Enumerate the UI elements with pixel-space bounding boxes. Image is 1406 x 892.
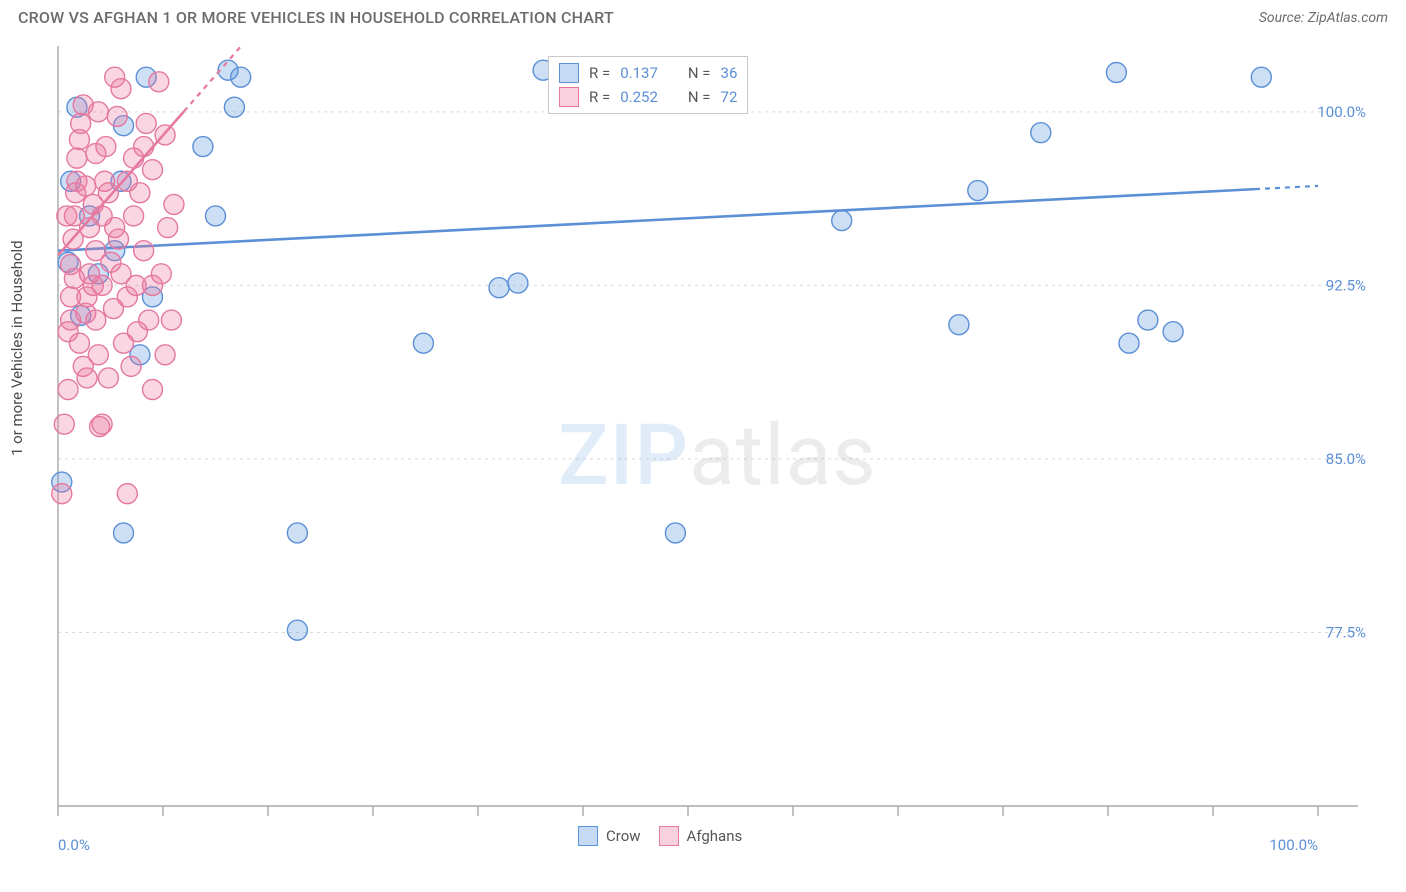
r-value: 0.252 [620,88,658,106]
svg-text:100.0%: 100.0% [1317,103,1366,121]
legend-item: Crow [578,826,641,846]
legend-label: Afghans [687,827,743,845]
legend-swatch [578,826,598,846]
n-label: N = [688,88,711,106]
correlation-stats-box: R = 0.137 N = 36 R = 0.252 N = 72 [548,56,748,114]
r-label: R = [589,64,610,82]
r-label: R = [589,88,610,106]
svg-text:77.5%: 77.5% [1326,623,1366,641]
source-attribution: Source: ZipAtlas.com [1259,10,1388,26]
svg-text:92.5%: 92.5% [1326,276,1366,294]
stat-row: R = 0.137 N = 36 [559,61,737,85]
legend-item: Afghans [659,826,743,846]
legend-swatch [559,87,579,107]
n-label: N = [688,64,711,82]
svg-text:0.0%: 0.0% [58,836,90,854]
n-value: 36 [721,64,738,82]
legend-label: Crow [606,827,641,845]
legend: Crow Afghans [578,826,742,846]
stat-row: R = 0.252 N = 72 [559,85,737,109]
svg-text:100.0%: 100.0% [1269,836,1318,854]
y-axis-label: 1 or more Vehicles in Household [8,240,26,456]
scatter-chart: 0.0% 100.0% 77.5% 85.0% 92.5% 100.0% [18,36,1388,866]
r-value: 0.137 [620,64,658,82]
chart-title: CROW VS AFGHAN 1 OR MORE VEHICLES IN HOU… [18,8,614,27]
legend-swatch [559,63,579,83]
svg-text:85.0%: 85.0% [1326,450,1366,468]
n-value: 72 [721,88,738,106]
legend-swatch [659,826,679,846]
chart-area: 1 or more Vehicles in Household 0.0%100.… [18,36,1388,866]
